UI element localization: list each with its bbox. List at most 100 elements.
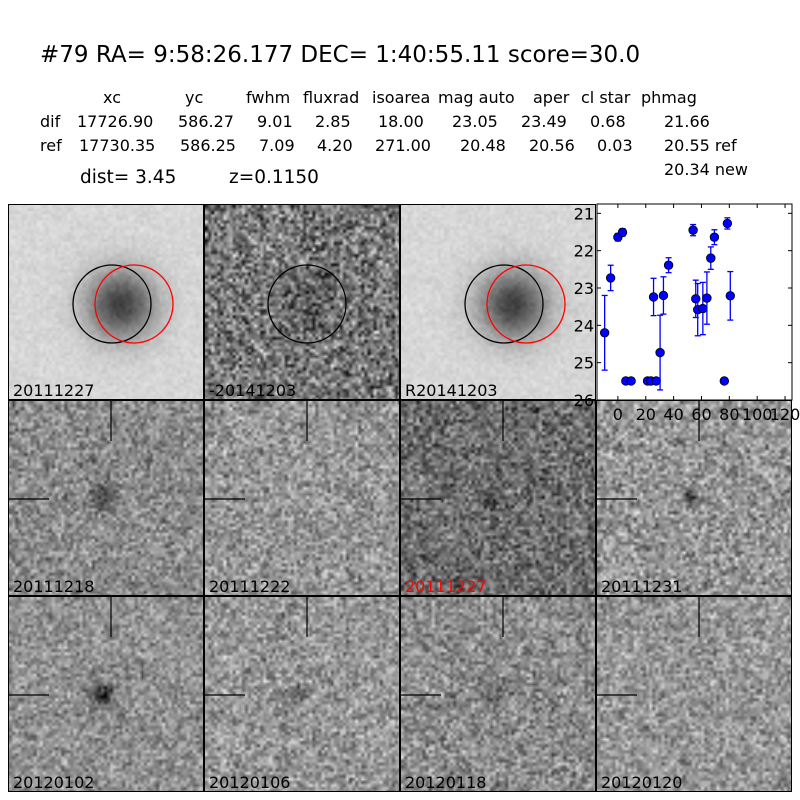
- image-stamp: 20120102: [8, 596, 204, 792]
- stamp-image: [205, 401, 399, 595]
- data-point: [663, 260, 674, 270]
- data-point: [651, 376, 661, 386]
- row-label: ref: [40, 136, 62, 155]
- data-point: [599, 328, 610, 338]
- table-cell: 586.25: [180, 136, 236, 155]
- y-tick-label: 25: [574, 354, 594, 373]
- data-point: [605, 273, 616, 283]
- x-tick-label: 40: [663, 405, 683, 424]
- image-stamp: 20120106: [204, 596, 400, 792]
- data-point: [658, 290, 669, 301]
- stamp-date-label: 20120118: [405, 773, 487, 792]
- table-cell: 2.85: [315, 112, 351, 131]
- stamp-image: [401, 205, 595, 399]
- image-stamp: 20111227: [8, 204, 204, 400]
- stamp-date-label: 20111227: [13, 381, 95, 400]
- stamp-image: [597, 597, 791, 791]
- x-tick-label: 60: [691, 405, 711, 424]
- stamp-date-label: 20111231: [601, 577, 683, 596]
- black-aperture-circle: [464, 264, 544, 344]
- stamp-date-label: 20120102: [13, 773, 95, 792]
- column-header: phmag: [641, 88, 697, 107]
- column-header: cl star: [581, 88, 631, 107]
- table-cell: 4.20: [317, 136, 353, 155]
- stamp-date-label: 20111222: [209, 577, 291, 596]
- column-header: mag auto: [438, 88, 515, 107]
- image-stamp: 20111227: [400, 400, 596, 596]
- stamp-date-label: 20111218: [13, 577, 95, 596]
- black-aperture-circle: [267, 264, 347, 344]
- image-stamp: 20120118: [400, 596, 596, 792]
- data-point: [688, 225, 698, 235]
- table-cell: 20.48: [460, 136, 506, 155]
- data-point: [702, 293, 712, 303]
- table-cell: 21.66: [664, 112, 710, 131]
- candidate-title: #79 RA= 9:58:26.177 DEC= 1:40:55.11 scor…: [40, 42, 641, 68]
- red-aperture-circle: [486, 264, 566, 344]
- stamp-date-label: 20111227: [405, 577, 487, 596]
- stamp-date-label: -20141203: [209, 381, 297, 400]
- data-point: [722, 218, 733, 229]
- stamp-image: [597, 401, 791, 595]
- table-cell: 23.49: [521, 112, 567, 131]
- data-point: [617, 227, 628, 238]
- table-cell: 23.05: [452, 112, 498, 131]
- table-cell: 7.09: [259, 136, 295, 155]
- data-point: [691, 294, 701, 304]
- redshift-value: z=0.1150: [229, 167, 319, 188]
- column-header: fluxrad: [303, 88, 360, 107]
- data-point: [655, 347, 665, 358]
- image-stamp: 20111222: [204, 400, 400, 596]
- x-tick-label: 100: [742, 405, 773, 424]
- red-aperture-circle: [94, 264, 174, 344]
- table-cell: 271.00: [375, 136, 431, 155]
- table-cell: 17730.35: [79, 136, 156, 155]
- stamp-image: [401, 597, 595, 791]
- data-point: [706, 253, 716, 263]
- y-tick-label: 21: [574, 204, 594, 223]
- table-cell: 586.27: [178, 112, 234, 131]
- column-header: xc: [103, 88, 121, 107]
- y-tick-label: 23: [574, 279, 594, 298]
- stamp-image: [9, 401, 203, 595]
- phmag-new: 20.34 new: [664, 160, 748, 179]
- dist-value: dist= 3.45: [80, 167, 177, 188]
- stamp-image: [9, 597, 203, 791]
- image-stamp: 20120120: [596, 596, 792, 792]
- data-point: [648, 292, 659, 302]
- image-stamp: 20111218: [8, 400, 204, 596]
- x-tick-label: 120: [770, 405, 800, 424]
- stamp-image: [205, 205, 399, 399]
- image-stamp: R20141203: [400, 204, 596, 400]
- stamp-date-label: 20120106: [209, 773, 291, 792]
- table-cell: 18.00: [378, 112, 424, 131]
- stamp-date-label: R20141203: [405, 381, 498, 400]
- table-cell: 9.01: [257, 112, 293, 131]
- table-cell: 20.56: [529, 136, 575, 155]
- x-tick-label: 80: [719, 405, 739, 424]
- column-header: isoarea: [372, 88, 431, 107]
- x-tick-label: 20: [636, 405, 656, 424]
- column-header: fwhm: [246, 88, 291, 107]
- data-point: [725, 291, 735, 301]
- image-stamp: -20141203: [204, 204, 400, 400]
- table-cell: 20.55 ref: [664, 136, 737, 155]
- x-tick-label: 0: [613, 405, 623, 424]
- data-point: [719, 376, 730, 386]
- table-cell: 17726.90: [77, 112, 154, 131]
- data-point: [698, 303, 708, 314]
- column-header: aper: [533, 88, 570, 107]
- data-point: [626, 376, 636, 386]
- stamp-image: [9, 205, 203, 399]
- black-aperture-circle: [72, 264, 152, 344]
- stamp-date-label: 20120120: [601, 773, 683, 792]
- y-tick-label: 26: [574, 391, 594, 410]
- stamp-image: [401, 401, 595, 595]
- image-stamp: 20111231: [596, 400, 792, 596]
- data-point: [709, 232, 720, 242]
- column-header: yc: [185, 88, 204, 107]
- table-cell: 0.03: [597, 136, 633, 155]
- stamp-image: [205, 597, 399, 791]
